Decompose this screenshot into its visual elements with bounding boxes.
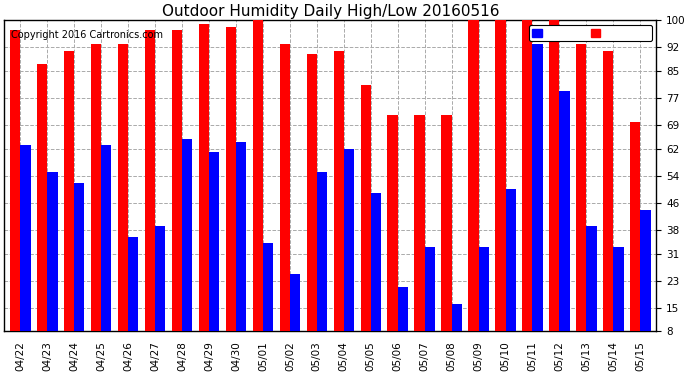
Bar — [317, 172, 327, 358]
Bar — [586, 226, 597, 358]
Bar — [533, 44, 543, 358]
Bar — [630, 122, 640, 358]
Bar — [495, 20, 506, 358]
Bar — [145, 30, 155, 358]
Bar — [128, 237, 139, 358]
Bar — [91, 44, 101, 358]
Bar — [182, 139, 193, 358]
Bar — [253, 20, 263, 358]
Bar — [199, 24, 209, 358]
Bar — [613, 247, 624, 358]
Bar — [10, 30, 20, 358]
Bar — [424, 247, 435, 358]
Bar — [209, 152, 219, 358]
Bar — [479, 247, 489, 358]
Bar — [469, 20, 479, 358]
Bar — [172, 30, 182, 358]
Bar — [155, 226, 166, 358]
Bar — [279, 44, 290, 358]
Bar — [560, 91, 570, 358]
Title: Outdoor Humidity Daily High/Low 20160516: Outdoor Humidity Daily High/Low 20160516 — [161, 4, 499, 19]
Bar — [263, 243, 273, 358]
Bar — [360, 84, 371, 358]
Bar — [333, 51, 344, 358]
Bar — [290, 274, 300, 358]
Bar — [506, 189, 516, 358]
Bar — [452, 304, 462, 358]
Bar — [344, 149, 354, 358]
Bar — [640, 210, 651, 358]
Bar — [306, 54, 317, 358]
Bar — [226, 27, 236, 358]
Text: Copyright 2016 Cartronics.com: Copyright 2016 Cartronics.com — [10, 30, 163, 40]
Bar — [118, 44, 128, 358]
Bar — [101, 146, 112, 358]
Bar — [415, 115, 424, 358]
Bar — [75, 183, 84, 358]
Bar — [371, 193, 381, 358]
Bar — [397, 287, 408, 358]
Bar — [37, 64, 48, 358]
Bar — [603, 51, 613, 358]
Bar — [48, 172, 57, 358]
Bar — [522, 20, 533, 358]
Bar — [442, 115, 452, 358]
Bar — [236, 142, 246, 358]
Bar — [549, 20, 560, 358]
Bar — [64, 51, 75, 358]
Bar — [576, 44, 586, 358]
Legend: Low  (%), High  (%): Low (%), High (%) — [529, 25, 651, 41]
Bar — [388, 115, 397, 358]
Bar — [20, 146, 30, 358]
